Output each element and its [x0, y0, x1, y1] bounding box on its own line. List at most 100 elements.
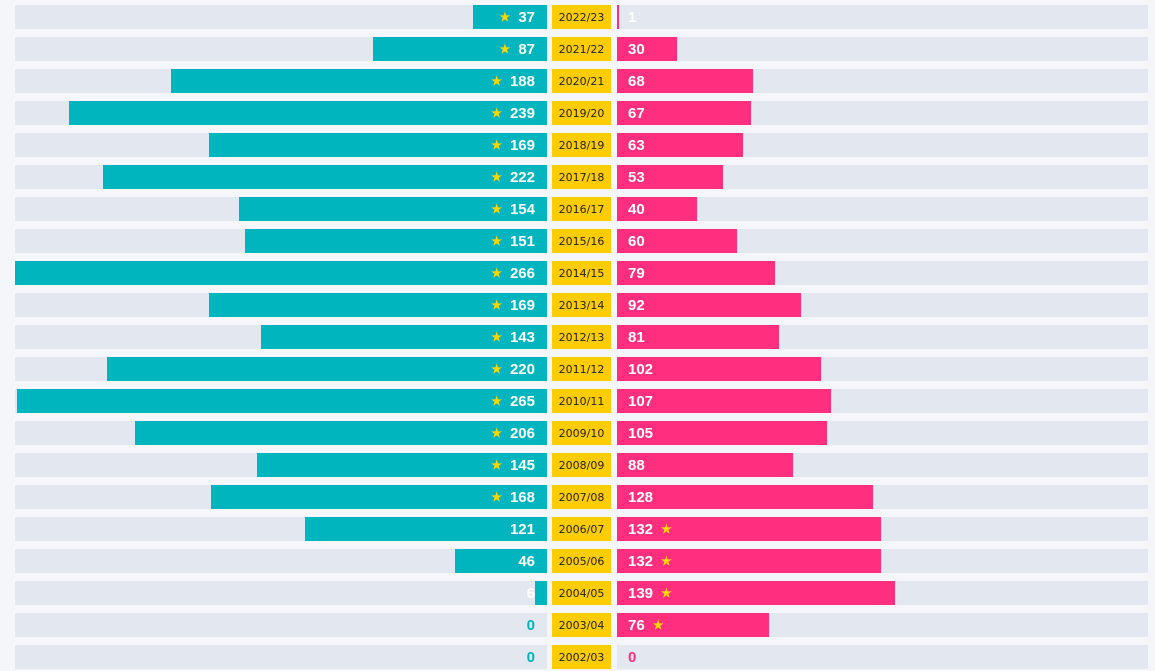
chart-row: 2019/20 ★ 239 67	[0, 101, 1155, 125]
chart-row: 2005/06 46 132 ★	[0, 549, 1155, 573]
chart-row: 2006/07 121 132 ★	[0, 517, 1155, 541]
season-label: 2009/10	[552, 421, 611, 445]
chart-row: 2004/05 6 139 ★	[0, 581, 1155, 605]
left-bar	[209, 293, 547, 317]
left-bar	[209, 133, 547, 157]
right-value-text: 0	[628, 648, 637, 666]
left-value-label: ★ 239	[491, 101, 535, 125]
chart-row: 2015/16 ★ 151 60	[0, 229, 1155, 253]
left-value-text: 121	[509, 520, 535, 538]
chart-row: 2016/17 ★ 154 40	[0, 197, 1155, 221]
right-value-label: 92	[628, 293, 645, 317]
left-value-text: 220	[509, 360, 535, 378]
right-bar	[617, 37, 677, 61]
left-value-label: ★ 169	[491, 293, 535, 317]
left-bar	[373, 37, 547, 61]
right-value-label: 79	[628, 261, 645, 285]
right-bar	[617, 197, 697, 221]
left-bar	[261, 325, 547, 349]
season-label: 2013/14	[552, 293, 611, 317]
left-value-text: 188	[509, 72, 535, 90]
season-label: 2006/07	[552, 517, 611, 541]
chart-row: 2012/13 ★ 143 81	[0, 325, 1155, 349]
chart-row: 2020/21 ★ 188 68	[0, 69, 1155, 93]
right-value-text: 81	[628, 328, 645, 346]
right-value-text: 102	[628, 360, 654, 378]
left-track	[15, 5, 547, 29]
star-icon: ★	[491, 138, 502, 152]
season-label: 2010/11	[552, 389, 611, 413]
right-track	[617, 645, 1148, 669]
right-bar	[617, 485, 873, 509]
right-track	[617, 197, 1148, 221]
chart-row: 2014/15 ★ 266 79	[0, 261, 1155, 285]
right-value-label: 88	[628, 453, 645, 477]
left-track	[15, 581, 547, 605]
right-bar	[617, 293, 801, 317]
left-value-label: ★ 169	[491, 133, 535, 157]
left-track	[15, 613, 547, 637]
season-label: 2015/16	[552, 229, 611, 253]
left-value-label: 0	[527, 613, 535, 637]
chart-row: 2018/19 ★ 169 63	[0, 133, 1155, 157]
left-value-text: 266	[509, 264, 535, 282]
star-icon: ★	[491, 74, 502, 88]
right-value-label: 102	[628, 357, 653, 381]
right-value-label: 1	[628, 5, 636, 29]
left-bar	[239, 197, 547, 221]
chart-row: 2021/22 ★ 87 30	[0, 37, 1155, 61]
right-bar	[617, 453, 793, 477]
right-value-text: 107	[628, 392, 654, 410]
left-value-text: 206	[509, 424, 535, 442]
left-value-label: ★ 154	[491, 197, 535, 221]
left-bar	[245, 229, 547, 253]
left-value-text: 0	[526, 616, 535, 634]
left-value-text: 154	[509, 200, 535, 218]
left-value-label: ★ 151	[491, 229, 535, 253]
chart-row: 2002/03 0 0	[0, 645, 1155, 669]
right-value-label: 132 ★	[628, 549, 672, 573]
season-label: 2007/08	[552, 485, 611, 509]
right-bar	[617, 165, 723, 189]
star-icon: ★	[652, 618, 664, 632]
right-bar	[617, 421, 827, 445]
left-bar	[473, 5, 547, 29]
chart-row: 2010/11 ★ 265 107	[0, 389, 1155, 413]
left-bar	[69, 101, 547, 125]
season-label: 2004/05	[552, 581, 611, 605]
star-icon: ★	[491, 458, 502, 472]
star-icon: ★	[661, 554, 672, 568]
left-value-label: ★ 206	[491, 421, 535, 445]
right-value-text: 76	[628, 616, 645, 634]
chart-row: 2017/18 ★ 222 53	[0, 165, 1155, 189]
left-value-label: ★ 87	[500, 37, 535, 61]
season-label: 2002/03	[552, 645, 611, 669]
season-label: 2003/04	[552, 613, 611, 637]
star-icon: ★	[491, 234, 502, 248]
left-value-text: 87	[518, 40, 535, 58]
left-value-label: ★ 220	[491, 357, 535, 381]
right-value-label: 60	[628, 229, 645, 253]
right-bar	[617, 325, 779, 349]
right-bar	[617, 69, 753, 93]
chart-row: 2007/08 ★ 168 128	[0, 485, 1155, 509]
right-value-label: 107	[628, 389, 653, 413]
left-bar	[455, 549, 547, 573]
star-icon: ★	[491, 202, 502, 216]
left-value-text: 265	[509, 392, 535, 410]
left-value-text: 6	[526, 584, 535, 602]
right-bar	[617, 357, 821, 381]
right-value-label: 132 ★	[628, 517, 672, 541]
star-icon: ★	[491, 490, 502, 504]
left-value-label: ★ 37	[500, 5, 535, 29]
left-bar	[211, 485, 547, 509]
star-icon: ★	[491, 106, 502, 120]
right-value-label: 128	[628, 485, 653, 509]
left-value-text: 169	[509, 296, 535, 314]
season-label: 2020/21	[552, 69, 611, 93]
left-value-text: 37	[518, 8, 535, 26]
right-value-text: 53	[628, 168, 645, 186]
left-value-label: ★ 188	[491, 69, 535, 93]
season-label: 2016/17	[552, 197, 611, 221]
